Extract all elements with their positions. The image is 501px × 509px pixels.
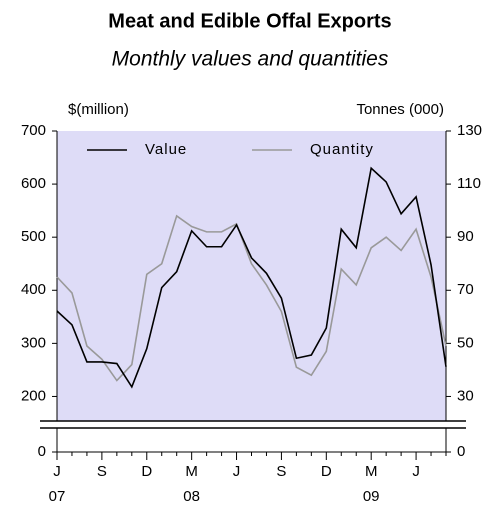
- y-tick-label: 300: [21, 334, 46, 351]
- x-tick-label: D: [141, 463, 152, 480]
- x-tick-label: S: [276, 463, 286, 480]
- y-tick-label: 700: [21, 122, 46, 139]
- x-tick-label: M: [185, 463, 198, 480]
- x-tick-label: D: [321, 463, 332, 480]
- x-tick-label: M: [365, 463, 378, 480]
- x-group-label: 09: [363, 488, 380, 505]
- x-group-label: 07: [49, 488, 66, 505]
- x-tick-label: J: [233, 463, 241, 480]
- y-tick-label: 600: [21, 175, 46, 192]
- y-tick-label: 500: [21, 228, 46, 245]
- y2-tick-label: 50: [457, 334, 474, 351]
- x-group-label: 08: [183, 488, 200, 505]
- y2-tick-label: 30: [457, 387, 474, 404]
- axis-break-gap: [40, 421, 466, 428]
- chart-title: Meat and Edible Offal Exports: [108, 10, 391, 32]
- series-line: [56, 214, 447, 382]
- series-line: [56, 166, 447, 389]
- chart-subtitle: Monthly values and quantities: [112, 48, 389, 71]
- x-tick-label: J: [53, 463, 61, 480]
- x-tick-label: S: [97, 463, 107, 480]
- y-tick-label: 200: [21, 387, 46, 404]
- y-axis-label: $(million): [68, 101, 129, 118]
- y-tick-label: 0: [38, 443, 46, 460]
- legend-label: Value: [145, 141, 187, 158]
- y-tick-label: 400: [21, 281, 46, 298]
- y2-tick-label: 0: [457, 443, 465, 460]
- x-tick-label: J: [412, 463, 420, 480]
- legend-label: Quantity: [310, 141, 374, 158]
- y2-tick-label: 110: [457, 175, 481, 192]
- y2-tick-label: 70: [457, 281, 474, 298]
- y2-axis-label: Tonnes (000): [356, 101, 444, 118]
- y2-tick-label: 130: [457, 122, 482, 139]
- y2-tick-label: 90: [457, 228, 474, 245]
